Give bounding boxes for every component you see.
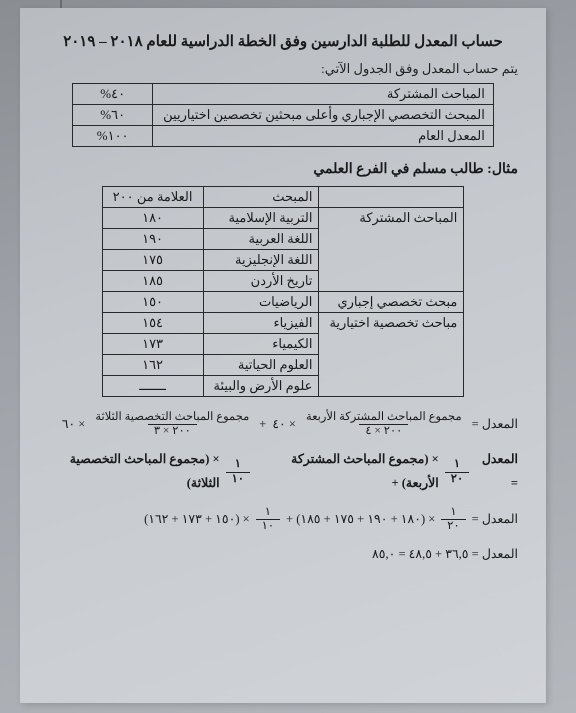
cell-subject: الكيمياء [203,334,319,355]
cell-subject: اللغة الإنجليزية [203,250,319,271]
cell-label: المباحث المشتركة [153,84,494,105]
cell-mark: ـــــــ [102,376,203,397]
f2-frac1-num: ١ [450,458,464,471]
cell-mark: ١٧٥ [102,250,203,271]
f3-frac2: ١ ١٠ [256,506,280,533]
f3-frac1: ١ ٢٠ [441,506,465,533]
cell-mark: ١٨٠ [102,208,203,229]
formula-4: المعدل = ٣٦,٥ + ٤٨,٥ = ٨٥,٠ [48,543,518,567]
f3-part1: × (١٨٠ + ١٩٠ + ١٧٥ + ١٨٥) + [286,508,435,532]
f1-frac1-num: مجموع المباحث المشتركة الأربعة [302,411,466,424]
f2-frac2-num: ١ [231,458,245,471]
cell-subject: علوم الأرض والبيئة [203,376,319,397]
cell-subject: التربية الإسلامية [203,208,319,229]
intro-text: يتم حساب المعدل وفق الجدول الآتي: [48,61,518,77]
f3-part2: × (١٥٠ + ١٧٣ + ١٦٢) [144,508,250,532]
cell-subject: الفيزياء [203,313,319,334]
f2-frac2: ١ ١٠ [226,458,250,485]
table-row: مباحث تخصصية اختياريةالفيزياء١٥٤ [102,313,464,334]
f2-mid1: × (مجموع المباحث المشتركة الأربعة) + [256,448,439,496]
cell-value: ٤٠% [73,84,153,105]
weights-table: المباحث المشتركة٤٠%المبحث التخصصي الإجبا… [72,83,494,147]
formula-1: المعدل = مجموع المباحث المشتركة الأربعة … [48,411,518,438]
cell-subject: العلوم الحياتية [203,355,319,376]
f1-lhs: المعدل = [472,413,518,437]
f2-lhs: المعدل = [475,448,518,496]
f1-frac2-den: ٢٠٠ × ٣ [148,424,197,438]
f2-mid2: × (مجموع المباحث التخصصية الثلاثة) [48,448,220,496]
table-row: المبحث التخصصي الإجباري وأعلى مبحثين تخص… [73,105,494,126]
table-row: المعدل العام١٠٠% [73,126,494,147]
marks-table: المبحثالعلامة من ٢٠٠المباحث المشتركةالتر… [102,186,465,397]
f1-frac1-den: ٢٠٠ × ٤ [359,424,408,438]
f3-frac1-num: ١ [446,506,460,519]
f1-frac1: مجموع المباحث المشتركة الأربعة ٢٠٠ × ٤ [302,411,466,438]
f1-frac2-num: مجموع المباحث التخصصية الثلاثة [91,411,253,424]
table-header-row: المبحثالعلامة من ٢٠٠ [102,187,464,208]
cell-cat [319,187,464,208]
page-title: حساب المعدل للطلبة الدارسين وفق الخطة ال… [48,32,518,51]
cell-label: المبحث التخصصي الإجباري وأعلى مبحثين تخص… [153,105,494,126]
f3-frac2-den: ١٠ [256,519,280,533]
f3-frac1-den: ٢٠ [441,519,465,533]
formula-2: المعدل = ١ ٢٠ × (مجموع المباحث المشتركة … [48,448,518,496]
cell-mark: ١٧٣ [102,334,203,355]
f1-plus: + [259,413,266,437]
cell-category: مبحث تخصصي إجباري [319,292,464,313]
cell-mark: ١٩٠ [102,229,203,250]
f3-lhs: المعدل = [472,508,518,532]
cell-mark: ١٦٢ [102,355,203,376]
f2-frac2-den: ١٠ [226,472,250,486]
table-row: مبحث تخصصي إجباريالرياضيات١٥٠ [102,292,464,313]
f1-mul2: × ٦٠ [62,413,86,437]
cell-subject: تاريخ الأردن [203,271,319,292]
f1-mul1: × ٤٠ [272,413,296,437]
table-row: المباحث المشتركة٤٠% [73,84,494,105]
formula-3: المعدل = ١ ٢٠ × (١٨٠ + ١٩٠ + ١٧٥ + ١٨٥) … [48,506,518,533]
cell-label: المعدل العام [153,126,494,147]
cell-mark-header: العلامة من ٢٠٠ [102,187,203,208]
cell-category: المباحث المشتركة [319,208,464,292]
cell-category: مباحث تخصصية اختيارية [319,313,464,397]
f4-text: المعدل = ٣٦,٥ + ٤٨,٥ = ٨٥,٠ [372,543,518,567]
cell-subject: الرياضيات [203,292,319,313]
f1-frac2: مجموع المباحث التخصصية الثلاثة ٢٠٠ × ٣ [91,411,253,438]
cell-value: ٦٠% [73,105,153,126]
f2-frac1-den: ٢٠ [445,472,469,486]
document-page: حساب المعدل للطلبة الدارسين وفق الخطة ال… [20,8,546,703]
formulas-block: المعدل = مجموع المباحث المشتركة الأربعة … [48,411,518,567]
example-heading: مثال: طالب مسلم في الفرع العلمي [48,161,518,178]
cell-subject: اللغة العربية [203,229,319,250]
cell-mark: ١٨٥ [102,271,203,292]
f2-frac1: ١ ٢٠ [445,458,469,485]
cell-value: ١٠٠% [73,126,153,147]
cell-subject-header: المبحث [203,187,319,208]
f3-frac2-num: ١ [261,506,275,519]
table-row: المباحث المشتركةالتربية الإسلامية١٨٠ [102,208,464,229]
cell-mark: ١٥٠ [102,292,203,313]
cell-mark: ١٥٤ [102,313,203,334]
